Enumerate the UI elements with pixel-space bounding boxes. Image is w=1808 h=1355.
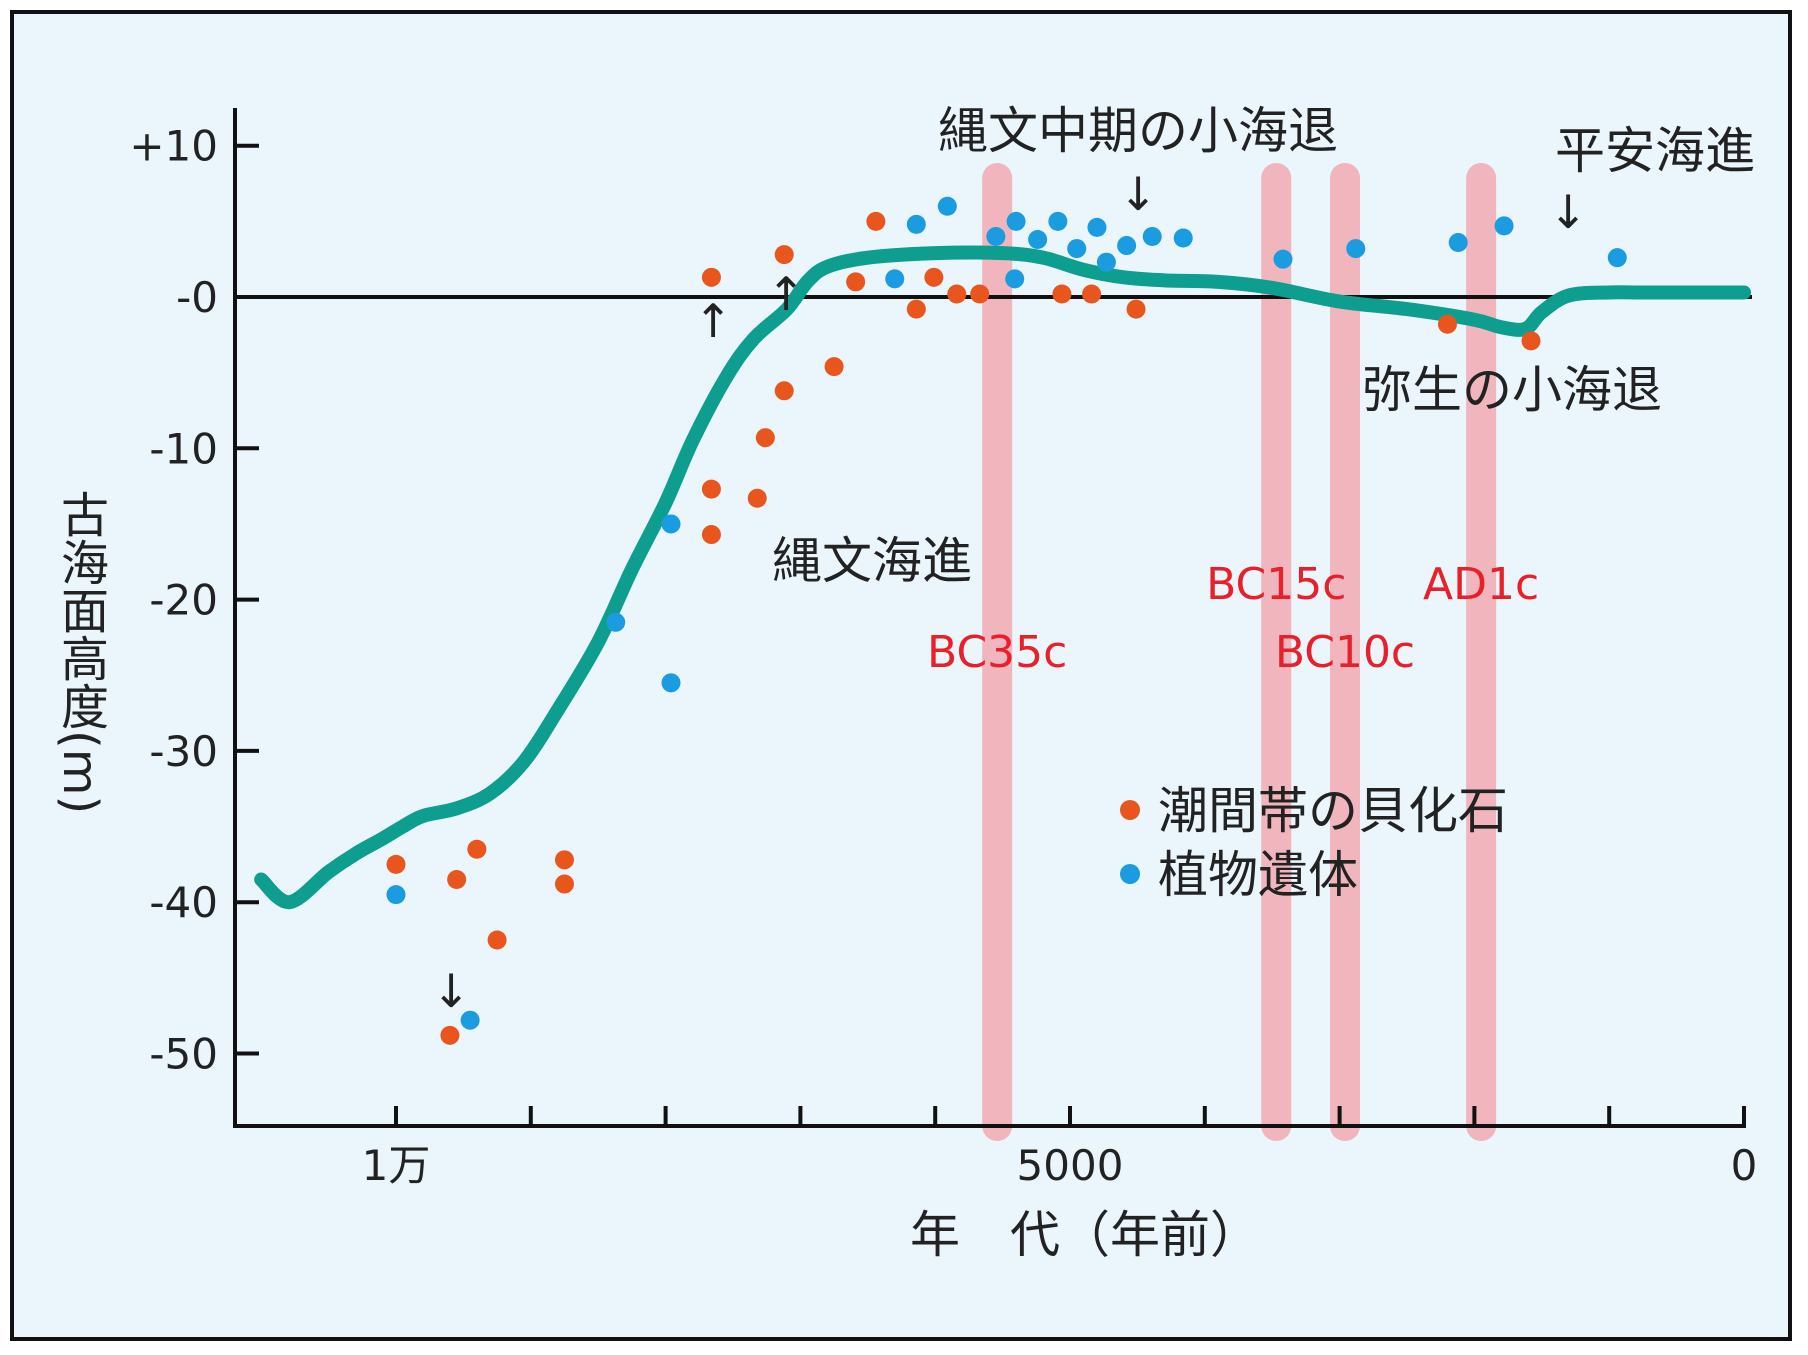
- shell-fossil-point: [846, 272, 866, 292]
- y-tick-label: -50: [149, 1030, 218, 1079]
- annotation-label: 縄文海進: [772, 532, 972, 590]
- plant-remains-point: [906, 214, 926, 234]
- shell-fossil-point: [774, 245, 794, 265]
- axes: +10 -0 -10 -20 -30 -40 -50 1万 5000 0 年 代（年前）: [129, 108, 1757, 1264]
- plant-remains-point: [885, 269, 905, 289]
- shell-fossil-point: [1521, 331, 1541, 351]
- shell-fossil-point: [970, 284, 990, 304]
- plant-remains-point: [1173, 228, 1193, 248]
- plant-remains-point: [661, 514, 681, 534]
- annotation-label: 弥生の小海退: [1362, 361, 1662, 419]
- shell-fossil-point: [701, 525, 721, 545]
- x-axis-label: 年 代（年前）: [910, 1206, 1260, 1264]
- plant-remains-point: [661, 673, 681, 693]
- y-tick-label: -0: [176, 273, 218, 322]
- shell-fossil-point: [555, 874, 574, 894]
- annotation-label: 平安海進: [1555, 122, 1755, 180]
- y-tick-label: -20: [149, 576, 218, 625]
- shell-fossil-point: [440, 1025, 460, 1045]
- shell-fossil-point: [755, 428, 775, 448]
- legend-marker: [1120, 864, 1140, 884]
- plant-remains-point: [1142, 226, 1162, 246]
- shell-fossil-point: [1126, 299, 1146, 319]
- plant-remains-point: [460, 1010, 480, 1030]
- period-band-label: BC10c: [1275, 627, 1415, 678]
- shell-fossil-point: [555, 850, 574, 870]
- x-tick-label: 5000: [1017, 1141, 1124, 1190]
- period-band-label: BC35c: [927, 627, 1067, 678]
- y-tick-label: -30: [149, 727, 218, 776]
- annotation-arrow: ↓: [1119, 167, 1158, 221]
- plant-remains-point: [606, 612, 626, 632]
- legend-marker: [1120, 800, 1140, 820]
- shell-fossil-point: [447, 870, 467, 890]
- y-tick-label: -10: [149, 424, 218, 473]
- annotation-arrow: ↓: [1549, 185, 1588, 239]
- sea-level-curve: [254, 245, 1751, 910]
- plant-remains-point: [1028, 230, 1048, 250]
- shell-fossil-point: [824, 357, 844, 377]
- plant-remains-point: [1607, 248, 1627, 268]
- y-tick-label: +10: [129, 122, 218, 171]
- data-points: [386, 196, 1627, 1045]
- y-axis-label: 古海面高度(m): [52, 490, 108, 815]
- shell-fossil-point: [924, 267, 944, 287]
- plant-remains-point: [1346, 239, 1366, 259]
- shell-fossil-point: [701, 267, 721, 287]
- plant-remains-point: [1096, 252, 1116, 272]
- legend-label: 潮間帯の貝化石: [1158, 782, 1508, 840]
- shell-fossil-point: [866, 211, 886, 231]
- x-tick-label: 0: [1731, 1141, 1758, 1190]
- plant-remains-point: [1448, 233, 1468, 253]
- shell-fossil-point: [701, 479, 721, 499]
- sea-level-curve-line: [254, 245, 1751, 910]
- shell-fossil-point: [487, 930, 507, 950]
- plant-remains-point: [1273, 249, 1293, 269]
- annotation-arrow: ↑: [694, 294, 733, 348]
- annotation-label: 縄文中期の小海退: [938, 102, 1338, 160]
- shell-fossil-point: [747, 488, 767, 508]
- annotation-arrow: ↑: [767, 267, 806, 321]
- x-tick-label: 1万: [362, 1141, 431, 1190]
- period-band-label: AD1c: [1423, 559, 1539, 610]
- period-band-label: BC15c: [1206, 559, 1346, 610]
- shell-fossil-point: [906, 299, 926, 319]
- plant-remains-point: [986, 226, 1006, 246]
- shell-fossil-point: [467, 839, 487, 859]
- chart-labels: BC35cBC15cBC10cAD1c潮間帯の貝化石植物遺体縄文中期の小海退↓平…: [432, 102, 1755, 1018]
- shell-fossil-point: [386, 854, 406, 874]
- plant-remains-point: [1067, 239, 1087, 259]
- shell-fossil-point: [774, 381, 794, 401]
- period-bands: [982, 163, 1497, 1141]
- plant-remains-point: [386, 885, 406, 905]
- plant-remains-point: [1087, 217, 1107, 237]
- shell-fossil-point: [1082, 284, 1102, 304]
- shell-fossil-point: [947, 284, 967, 304]
- legend-label: 植物遺体: [1158, 846, 1358, 904]
- plant-remains-point: [1048, 211, 1068, 231]
- annotation-arrow: ↓: [432, 964, 471, 1018]
- plant-remains-point: [937, 196, 957, 216]
- plant-remains-point: [1117, 236, 1137, 256]
- plant-remains-point: [1005, 269, 1025, 289]
- shell-fossil-point: [1052, 284, 1072, 304]
- shell-fossil-point: [1437, 314, 1457, 334]
- y-tick-label: -40: [149, 878, 218, 927]
- plant-remains-point: [1494, 216, 1514, 236]
- plant-remains-point: [1006, 211, 1026, 231]
